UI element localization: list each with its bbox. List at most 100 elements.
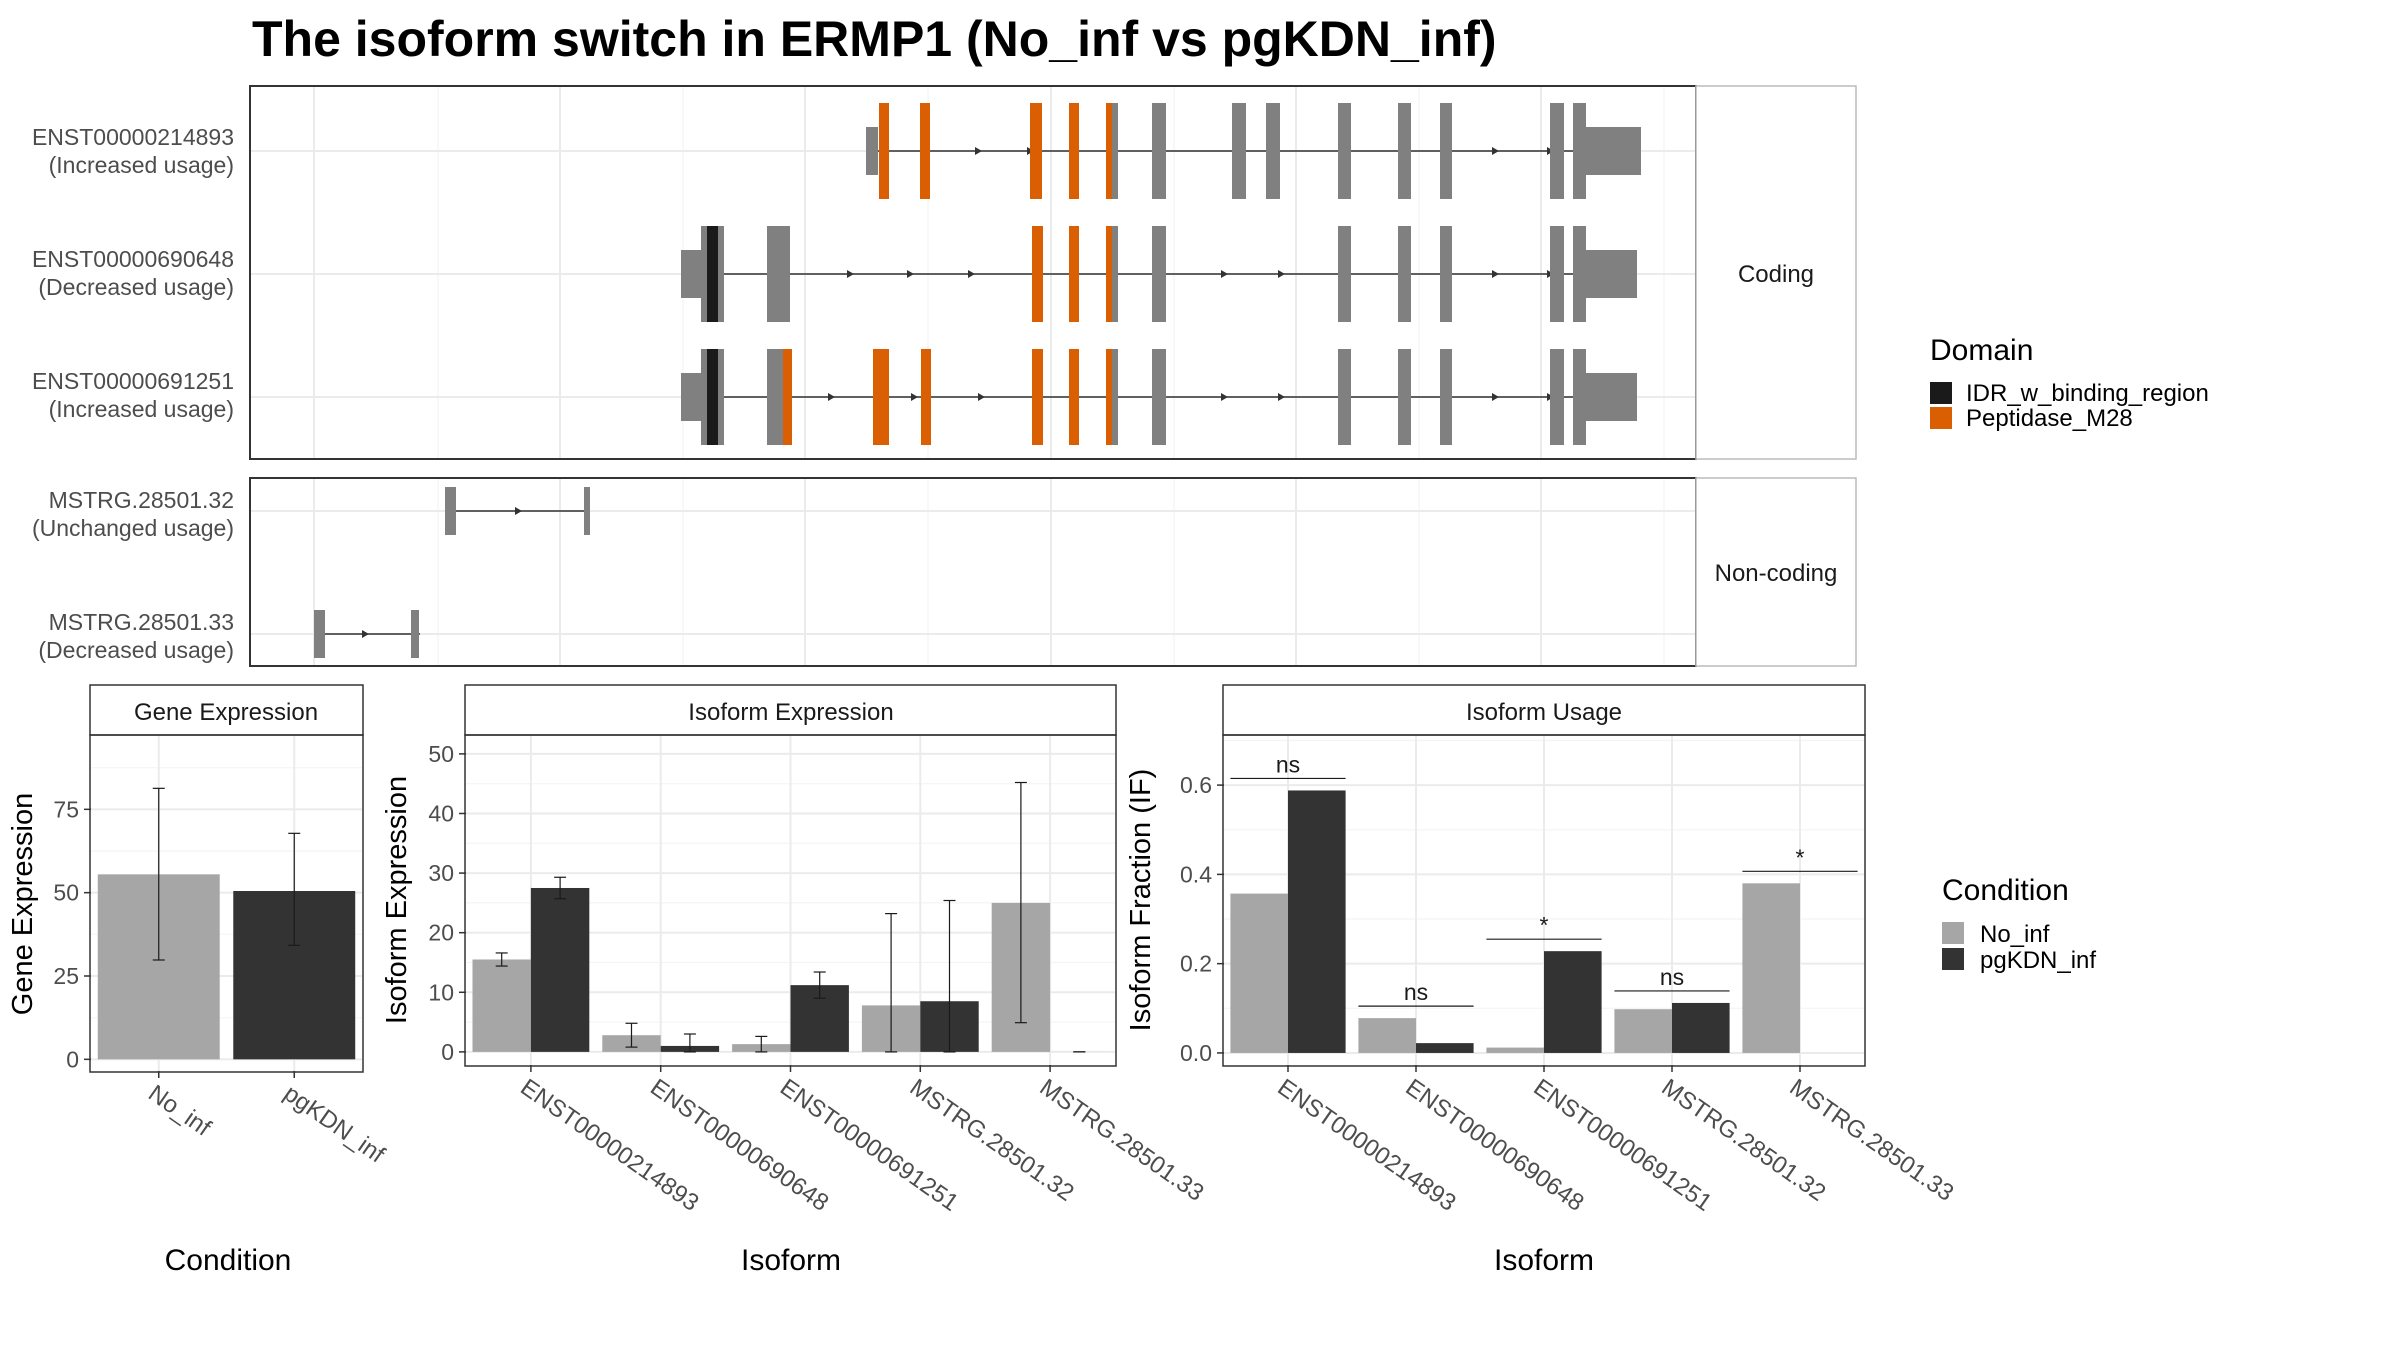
coding-strip-label: Coding	[1738, 261, 1814, 288]
domain-exon	[707, 349, 718, 445]
non-coding-panel-tracks	[251, 487, 1695, 658]
isoform-usage-y-axis-title: Isoform Fraction (IF)	[1125, 769, 1157, 1032]
domain-exon	[1069, 103, 1079, 199]
isoform-usage-x-axis-title: Isoform	[1494, 1244, 1594, 1277]
domain-exon	[1032, 349, 1043, 445]
domain-legend: Domain IDR_w_binding_region Peptidase_M2…	[1930, 334, 2209, 432]
condition-legend: Condition No_inf pgKDN_inf	[1942, 874, 2096, 974]
domain-exon	[920, 103, 930, 199]
y-tick-label: 0	[66, 1046, 79, 1072]
domain-exon	[921, 349, 931, 445]
domain-legend-label: Peptidase_M28	[1966, 405, 2133, 432]
coding-exon	[1398, 103, 1411, 199]
domain-exon	[1106, 226, 1112, 322]
isoform-usage-strip	[1222, 684, 1866, 736]
isoform-expression-panel-title: Isoform Expression	[688, 699, 893, 726]
coding-exon	[701, 226, 707, 322]
non-coding-strip	[1695, 477, 1857, 667]
gene-expression-y-axis-title: Gene Expression	[7, 793, 39, 1015]
coding-panel-background	[250, 86, 1696, 459]
isoform-expression-y-axis-title: Isoform Expression	[381, 776, 413, 1024]
isoform-name-label: ENST00000214893	[32, 124, 234, 150]
bar	[1486, 1047, 1544, 1053]
non-coding-strip-label: Non-coding	[1715, 560, 1838, 587]
gene-expression-x-axis-title: Condition	[165, 1244, 292, 1277]
intron-direction-arrow	[1221, 270, 1228, 278]
domain-exon	[707, 226, 718, 322]
bar	[1230, 893, 1288, 1053]
intron-direction-arrow	[362, 630, 369, 638]
coding-exon	[1266, 103, 1280, 199]
coding-exon	[1152, 349, 1166, 445]
bar	[1358, 1018, 1416, 1053]
coding-exon	[701, 349, 707, 445]
intron-direction-arrow	[828, 393, 835, 401]
domain-legend-key	[1930, 407, 1952, 429]
significance-label: *	[1796, 844, 1805, 870]
exon	[411, 610, 419, 658]
domain-legend-key	[1930, 382, 1952, 404]
bar	[1544, 951, 1602, 1053]
gene-expression-plot-border	[89, 734, 364, 1073]
significance-label: *	[1540, 912, 1549, 938]
non-coding-panel: Non-coding	[249, 477, 1857, 667]
coding-exon	[1232, 103, 1246, 199]
figure-title: The isoform switch in ERMP1 (No_inf vs p…	[252, 11, 1497, 67]
bar	[1614, 1009, 1672, 1053]
gene-expression-strip	[89, 684, 364, 736]
coding-exon	[1398, 226, 1411, 322]
isoform-usage-label: (Decreased usage)	[38, 637, 234, 663]
coding-panel: Coding	[249, 85, 1857, 460]
coding-exon	[1440, 349, 1452, 445]
y-tick-label: 20	[428, 920, 454, 946]
isoform-usage-label: (Increased usage)	[49, 152, 234, 178]
coding-exon	[718, 349, 724, 445]
coding-panel-tracks	[251, 103, 1695, 445]
coding-exon	[1152, 226, 1166, 322]
coding-exon	[718, 226, 724, 322]
coding-exon	[1338, 226, 1351, 322]
coding-exon	[1440, 226, 1452, 322]
isoform-usage-label: (Decreased usage)	[38, 274, 234, 300]
coding-exon	[1112, 349, 1118, 445]
gene-expression-panel-title: Gene Expression	[134, 699, 318, 726]
non-coding-panel-background	[250, 478, 1696, 666]
domain-exon	[873, 349, 889, 445]
isoform-labels: ENST00000214893 (Increased usage) ENST00…	[32, 124, 234, 663]
isoform-usage-bars: ns ns * ns *	[1230, 751, 1858, 1053]
coding-exon	[1440, 103, 1452, 199]
domain-legend-label: IDR_w_binding_region	[1966, 380, 2209, 407]
isoform-usage-panel-title: Isoform Usage	[1466, 699, 1622, 726]
utr-exon	[681, 373, 701, 421]
isoform-usage-label: (Unchanged usage)	[32, 515, 234, 541]
bar	[1288, 790, 1346, 1053]
isoform-usage-label: (Increased usage)	[49, 396, 234, 422]
y-tick-label: 25	[53, 963, 79, 989]
domain-exon	[1030, 103, 1042, 199]
domain-exon	[1106, 103, 1112, 199]
intron-direction-arrow	[1492, 147, 1499, 155]
coding-exon	[1338, 349, 1351, 445]
isoform-expression-strip	[464, 684, 1117, 736]
significance-label: ns	[1404, 979, 1428, 1005]
intron-direction-arrow	[1278, 393, 1285, 401]
domain-exon	[879, 103, 889, 199]
y-tick-label: 0.4	[1180, 861, 1212, 887]
y-tick-label: 50	[53, 880, 79, 906]
coding-exon	[1112, 226, 1118, 322]
intron-direction-arrow	[1221, 393, 1228, 401]
coding-exon	[1573, 226, 1586, 322]
utr-exon	[1586, 373, 1637, 421]
coding-exon	[1550, 226, 1564, 322]
intron-direction-arrow	[1492, 270, 1499, 278]
isoform-expression-x-axis-title: Isoform	[741, 1244, 841, 1277]
bar	[1672, 1002, 1730, 1053]
domain-exon	[1032, 226, 1043, 322]
coding-exon	[1550, 103, 1564, 199]
y-tick-label: 0	[441, 1039, 454, 1065]
intron-direction-arrow	[978, 393, 985, 401]
exon	[584, 487, 590, 535]
intron-direction-arrow	[968, 270, 975, 278]
coding-exon	[1573, 349, 1586, 445]
